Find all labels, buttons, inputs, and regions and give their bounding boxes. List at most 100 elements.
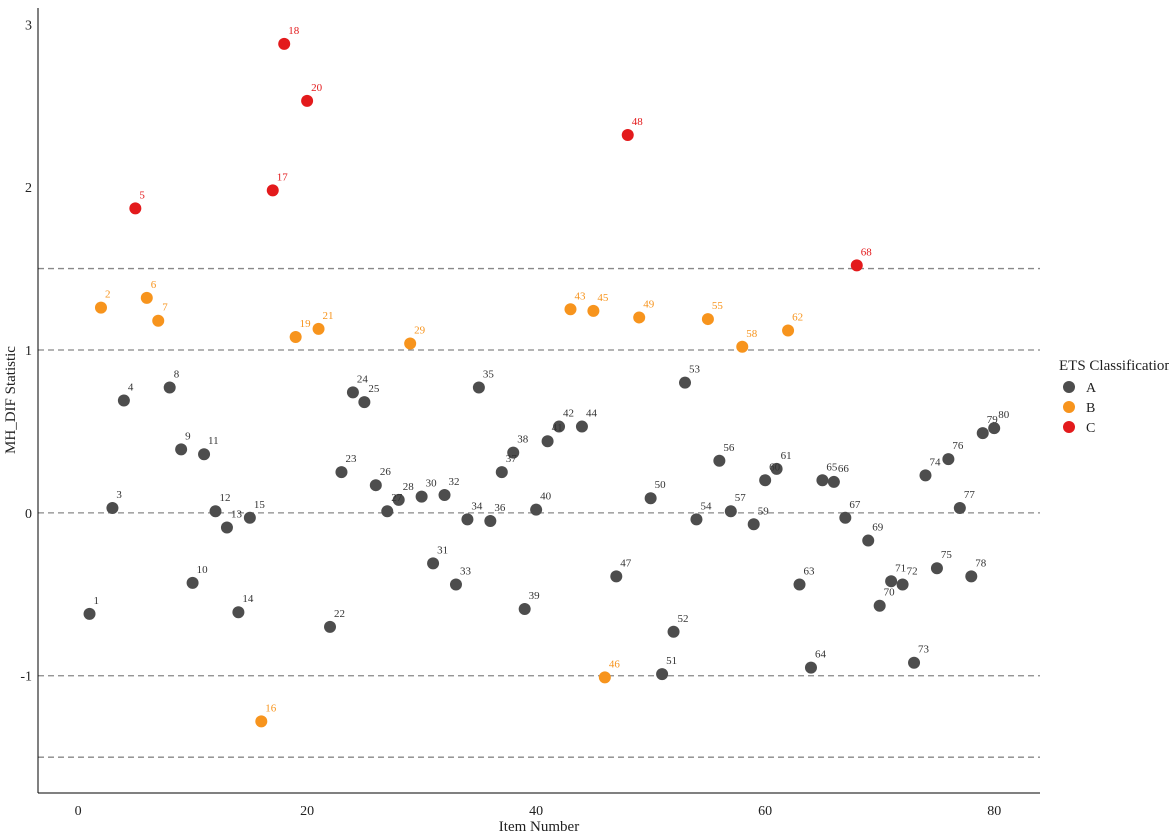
data-point	[163, 381, 176, 394]
data-point	[301, 94, 314, 107]
point-label: 46	[609, 658, 621, 670]
point-label: 27	[391, 492, 403, 504]
point-label: 24	[357, 373, 369, 385]
data-point	[988, 422, 1001, 435]
data-point	[243, 511, 256, 524]
data-point	[782, 324, 795, 337]
point-label: 56	[723, 442, 735, 454]
point-label: 76	[952, 440, 964, 452]
point-label: 30	[426, 478, 438, 490]
data-point	[942, 453, 955, 466]
data-point	[724, 505, 737, 518]
point-label: 37	[506, 453, 517, 465]
point-label: 25	[368, 383, 380, 395]
point-label: 8	[174, 368, 180, 380]
data-point	[472, 381, 485, 394]
data-point	[759, 474, 772, 487]
data-point	[358, 396, 371, 409]
point-label: 4	[128, 382, 134, 394]
data-point	[919, 469, 932, 482]
data-point	[736, 340, 749, 353]
point-label: 43	[574, 290, 586, 302]
data-point	[415, 490, 428, 503]
point-label: 54	[700, 500, 712, 512]
data-point	[518, 602, 531, 615]
data-point	[862, 534, 875, 547]
point-label: 61	[781, 450, 792, 462]
data-point	[289, 330, 302, 343]
legend-label: A	[1086, 381, 1097, 396]
y-tick-label: 1	[25, 344, 32, 359]
x-tick-label: 0	[75, 804, 82, 819]
point-label: 18	[288, 25, 300, 37]
point-label: 13	[231, 509, 243, 521]
data-point	[965, 570, 978, 583]
data-point	[335, 466, 348, 479]
point-label: 29	[414, 324, 426, 336]
legend-marker	[1063, 401, 1075, 413]
data-point	[850, 259, 863, 272]
data-point	[198, 448, 211, 461]
point-label: 62	[792, 311, 803, 323]
point-label: 12	[219, 492, 230, 504]
point-label: 48	[632, 116, 644, 128]
legend-marker	[1063, 381, 1075, 393]
point-label: 9	[185, 430, 191, 442]
point-label: 42	[563, 408, 574, 420]
point-label: 28	[403, 481, 415, 493]
point-label: 80	[998, 409, 1010, 421]
point-label: 63	[804, 566, 816, 578]
data-point	[747, 518, 760, 531]
point-label: 49	[643, 298, 655, 310]
point-label: 21	[323, 310, 334, 322]
data-point	[701, 313, 714, 326]
point-label: 11	[208, 435, 219, 447]
y-tick-label: 0	[25, 507, 32, 522]
point-label: 3	[116, 489, 122, 501]
x-axis-title: Item Number	[499, 819, 579, 835]
data-point	[896, 578, 909, 591]
y-tick-labels: -1 0 1 2 3	[20, 18, 32, 684]
point-labels: 1234567891011121314151617181920212223242…	[94, 25, 1010, 715]
data-points	[83, 37, 1001, 728]
point-label: 6	[151, 279, 157, 291]
point-label: 34	[471, 500, 483, 512]
y-tick-label: 3	[25, 18, 32, 33]
data-point	[209, 505, 222, 518]
data-point	[220, 521, 233, 534]
point-label: 57	[735, 492, 747, 504]
point-label: 15	[254, 499, 266, 511]
point-label: 75	[941, 549, 953, 561]
point-label: 36	[494, 502, 506, 514]
data-point	[507, 446, 520, 459]
legend-items: ABC	[1063, 381, 1097, 436]
point-label: 19	[300, 318, 312, 330]
data-point	[530, 503, 543, 516]
x-tick-label: 80	[987, 804, 1001, 819]
point-label: 44	[586, 408, 598, 420]
point-label: 74	[929, 456, 941, 468]
x-tick-label: 20	[300, 804, 314, 819]
data-point	[610, 570, 623, 583]
point-label: 65	[826, 461, 838, 473]
point-label: 5	[139, 189, 145, 201]
data-point	[140, 291, 153, 304]
data-point	[690, 513, 703, 526]
data-point	[449, 578, 462, 591]
point-label: 40	[540, 491, 552, 503]
data-point	[713, 454, 726, 467]
data-point	[312, 322, 325, 335]
x-tick-labels: 0 20 40 60 80	[75, 804, 1002, 819]
point-label: 41	[552, 422, 563, 434]
data-point	[587, 304, 600, 317]
point-label: 66	[838, 463, 850, 475]
y-tick-label: -1	[20, 670, 32, 685]
data-point	[553, 420, 566, 433]
data-point	[816, 474, 829, 487]
point-label: 59	[758, 505, 770, 517]
data-point	[484, 515, 497, 528]
point-label: 38	[517, 434, 529, 446]
point-label: 32	[449, 476, 460, 488]
data-point	[908, 656, 921, 669]
data-point	[495, 466, 508, 479]
